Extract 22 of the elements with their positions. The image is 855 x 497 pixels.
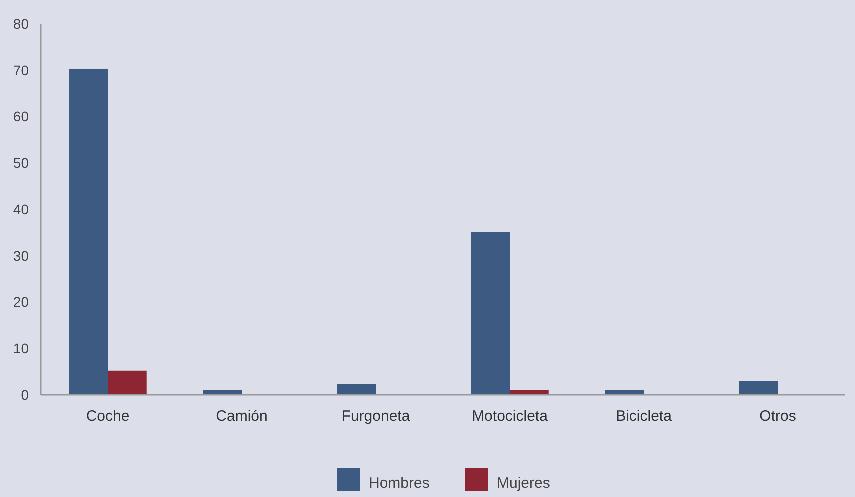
y-tick-label: 80 [13,16,30,32]
x-tick-label: Bicicleta [616,408,673,425]
y-tick-label: 60 [13,108,30,125]
bar [337,384,376,395]
x-tick-label: Motocicleta [472,408,549,425]
y-tick-label: 10 [13,340,30,357]
y-tick-label: 40 [13,201,30,218]
bar [739,381,778,395]
bar [108,370,147,395]
y-tick-label: 20 [13,294,30,310]
x-tick-label: Otros [760,408,796,425]
y-tick-label: 50 [13,155,30,172]
legend-label: Mujeres [497,475,550,492]
y-tick-label: 70 [13,62,30,78]
y-tick-label: 0 [21,386,30,403]
legend-label: Hombres [369,475,430,492]
bar [471,232,510,395]
x-tick-label: Coche [86,408,130,425]
y-tick-label: 30 [13,248,30,264]
x-tick-label: Furgoneta [342,408,411,425]
bar [69,68,108,395]
x-tick-label: Camión [216,408,268,425]
